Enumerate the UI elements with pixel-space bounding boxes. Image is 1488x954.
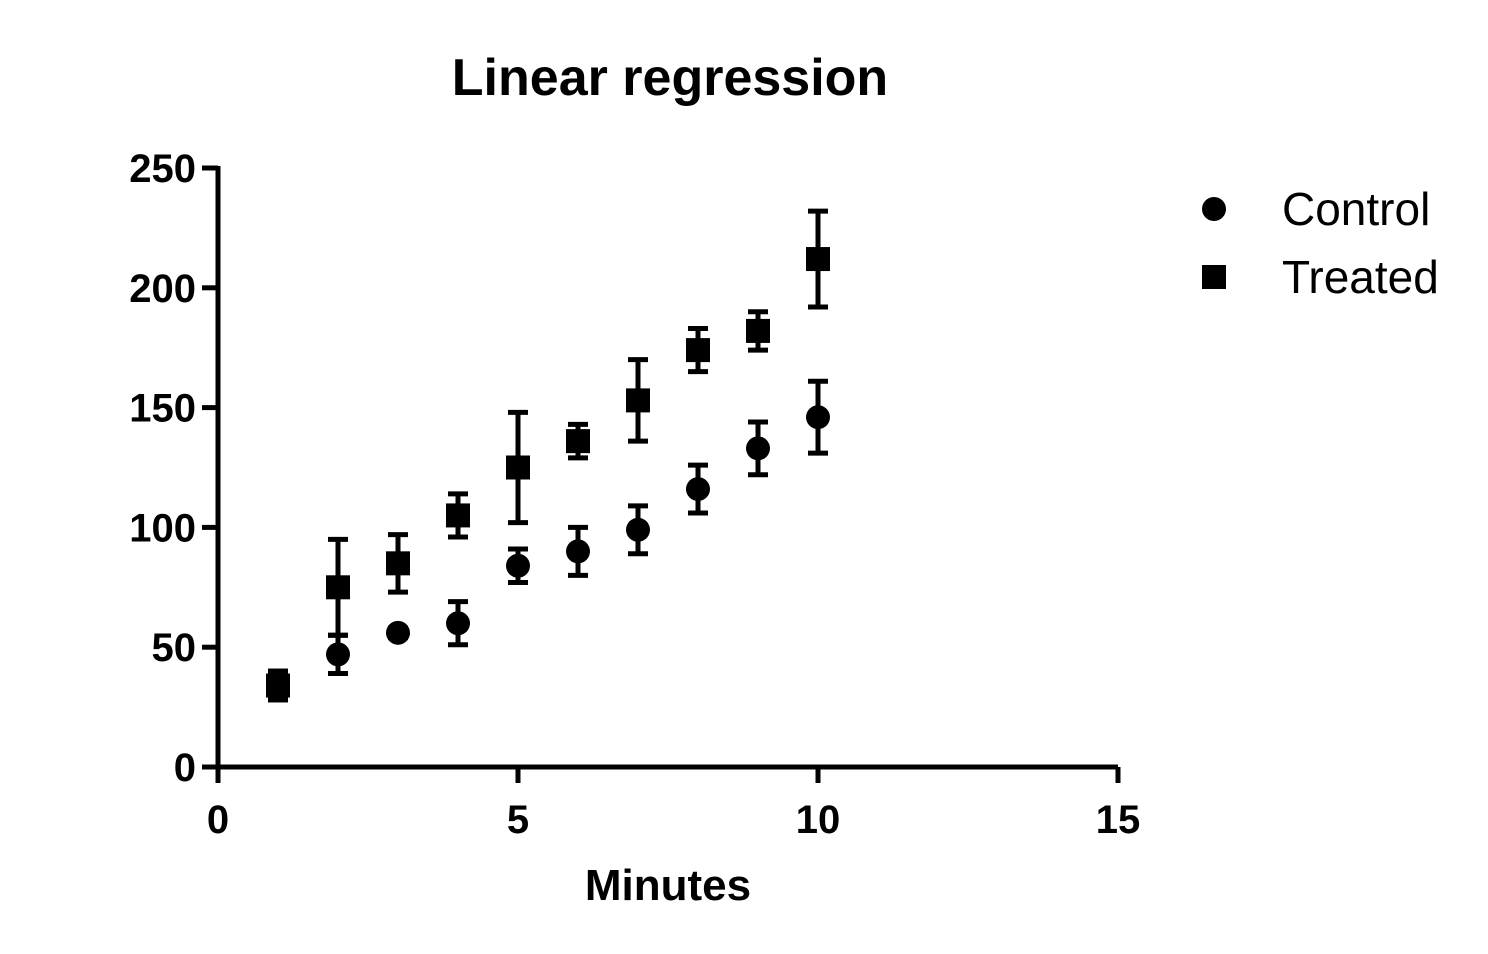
x-tick-label: 15 [1096,798,1141,842]
data-point [566,539,590,564]
data-point [326,575,350,600]
y-tick-label: 50 [152,626,197,670]
y-tick-label: 0 [174,746,196,790]
data-point [386,551,410,576]
data-point [446,611,470,636]
data-point [686,477,710,502]
x-tick-label: 10 [796,798,841,842]
legend-label: Treated [1282,251,1439,303]
y-tick-label: 150 [129,387,196,431]
x-tick-label: 5 [507,798,529,842]
legend-item-control: Control [1202,183,1430,235]
y-tick-label: 100 [129,506,196,550]
series-control [266,378,830,703]
data-point [746,318,770,343]
legend-marker [1202,265,1226,289]
data-point [386,620,410,645]
data-point [506,553,530,578]
data-point [326,642,350,667]
x-axis-label: Minutes [585,861,751,910]
legend-item-treated: Treated [1202,251,1439,303]
data-point [806,247,830,272]
data-point [746,436,770,461]
y-tick-label: 200 [129,267,196,311]
legend-marker [1202,197,1226,221]
chart-title: Linear regression [452,49,888,107]
x-tick-label: 0 [207,798,229,842]
data-point [626,517,650,542]
series-treated [266,208,830,703]
data-point [266,673,290,698]
data-point [506,455,530,480]
axes: 0 50 100 150 200 250 0 5 10 15 [129,147,1140,842]
data-marks [266,208,830,703]
data-point [806,405,830,430]
data-point [686,338,710,363]
legend-label: Control [1282,183,1430,235]
data-point [566,429,590,454]
data-point [626,388,650,413]
y-tick-label: 250 [129,147,196,191]
data-point [446,503,470,528]
legend: Control Treated [1202,183,1439,303]
